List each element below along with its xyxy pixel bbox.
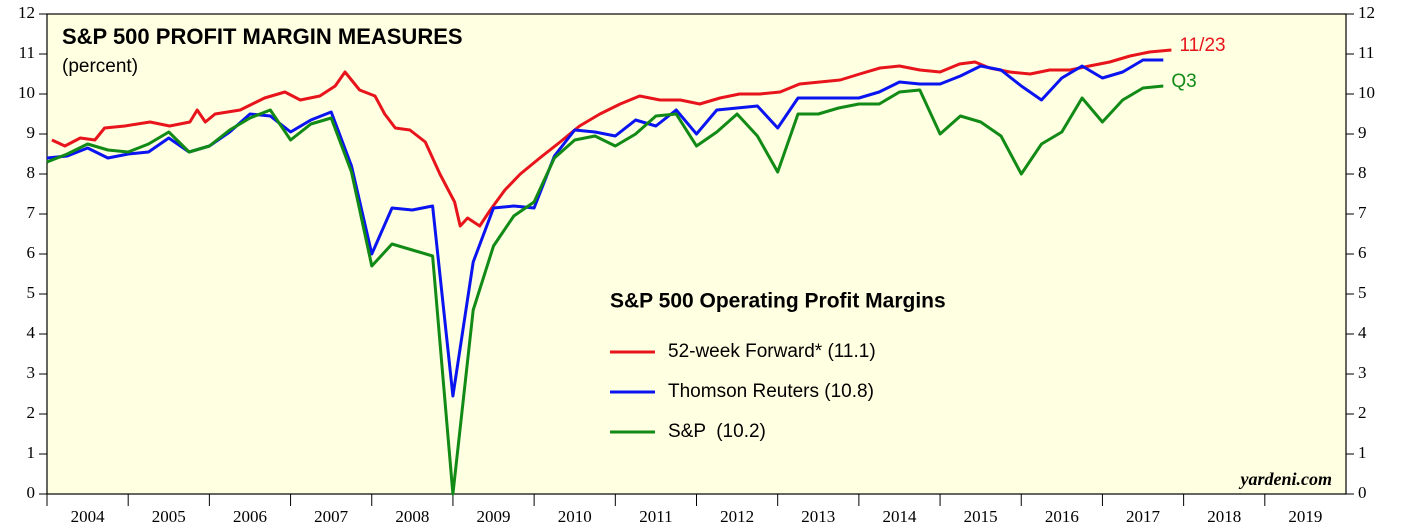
x-tick-label: 2009: [477, 507, 511, 526]
x-tick-label: 2013: [801, 507, 835, 526]
x-tick-label: 2017: [1126, 507, 1161, 526]
y-tick-label: 12: [18, 3, 35, 22]
y2-tick-label: 6: [1358, 243, 1367, 262]
series-line: [46, 84, 1164, 496]
y-tick-label: 11: [19, 43, 35, 62]
watermark: yardeni.com: [1239, 469, 1333, 489]
y-tick-label: 4: [27, 323, 36, 342]
legend-label: Thomson Reuters (10.8): [668, 381, 874, 402]
series-line: [51, 48, 1172, 228]
y2-tick-label: 3: [1358, 363, 1367, 382]
y2-tick-label: 5: [1358, 283, 1367, 302]
legend-label: S&P (10.2): [668, 421, 766, 442]
y2-tick-label: 11: [1358, 43, 1374, 62]
x-tick-label: 2015: [964, 507, 998, 526]
y-tick-label: 1: [27, 443, 36, 462]
x-tick-label: 2005: [152, 507, 186, 526]
legend-title: S&P 500 Operating Profit Margins: [610, 290, 946, 313]
x-tick-label: 2007: [314, 507, 349, 526]
end-label: 11/23: [1179, 35, 1225, 56]
y2-tick-label: 8: [1358, 163, 1367, 182]
x-tick-label: 2019: [1288, 507, 1322, 526]
x-tick-label: 2014: [882, 507, 917, 526]
y2-tick-label: 4: [1358, 323, 1367, 342]
end-label: Q3: [1171, 71, 1196, 92]
x-tick-label: 2008: [395, 507, 429, 526]
y2-tick-label: 0: [1358, 483, 1367, 502]
x-tick-label: 2016: [1045, 507, 1079, 526]
y-tick-label: 7: [27, 203, 36, 222]
x-tick-label: 2010: [558, 507, 592, 526]
x-tick-label: 2012: [720, 507, 754, 526]
y-tick-label: 9: [27, 123, 36, 142]
chart-subtitle: (percent): [62, 56, 138, 77]
y-tick-label: 8: [27, 163, 36, 182]
x-tick-label: 2011: [639, 507, 672, 526]
chart-title: S&P 500 PROFIT MARGIN MEASURES: [62, 24, 463, 49]
y-tick-label: 0: [27, 483, 36, 502]
x-tick-label: 2006: [233, 507, 267, 526]
y-tick-label: 3: [27, 363, 36, 382]
plot-area: [46, 13, 1347, 495]
y-tick-label: 10: [18, 83, 35, 102]
y2-tick-label: 1: [1358, 443, 1367, 462]
legend-label: 52-week Forward* (11.1): [668, 341, 876, 362]
x-tick-label: 2018: [1207, 507, 1241, 526]
y-tick-label: 5: [27, 283, 36, 302]
y2-tick-label: 9: [1358, 123, 1367, 142]
y2-tick-label: 10: [1358, 83, 1375, 102]
y2-tick-label: 2: [1358, 403, 1367, 422]
y-tick-label: 6: [27, 243, 36, 262]
x-tick-label: 2004: [71, 507, 106, 526]
y-tick-label: 2: [27, 403, 36, 422]
y2-tick-label: 12: [1358, 3, 1375, 22]
y2-tick-label: 7: [1358, 203, 1367, 222]
